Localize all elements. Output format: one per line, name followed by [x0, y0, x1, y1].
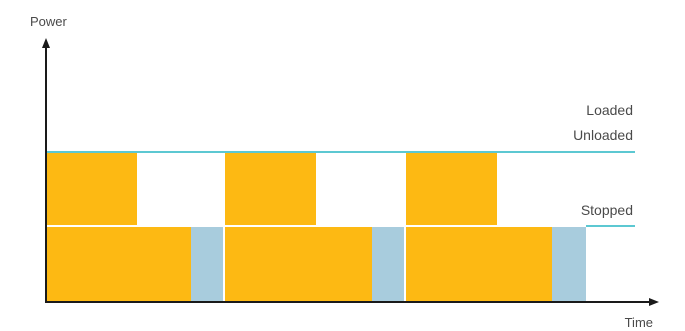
unloaded-level-label: Unloaded — [573, 127, 633, 143]
stopped-phase-block — [191, 226, 224, 302]
y-axis-arrow-icon — [42, 38, 50, 48]
stopped-phase-block — [372, 226, 405, 302]
cycle-2 — [224, 152, 405, 302]
unloaded-phase-block — [316, 226, 372, 302]
x-axis-arrow-icon — [649, 298, 659, 306]
x-axis-label: Time — [625, 315, 653, 330]
stopped-level-label: Stopped — [581, 202, 633, 218]
loaded-level-label: Loaded — [586, 102, 633, 118]
unloaded-phase-block — [497, 226, 552, 302]
unloaded-phase-block — [137, 226, 191, 302]
stopped-phase-block — [552, 226, 586, 302]
y-axis-label: Power — [30, 14, 68, 29]
